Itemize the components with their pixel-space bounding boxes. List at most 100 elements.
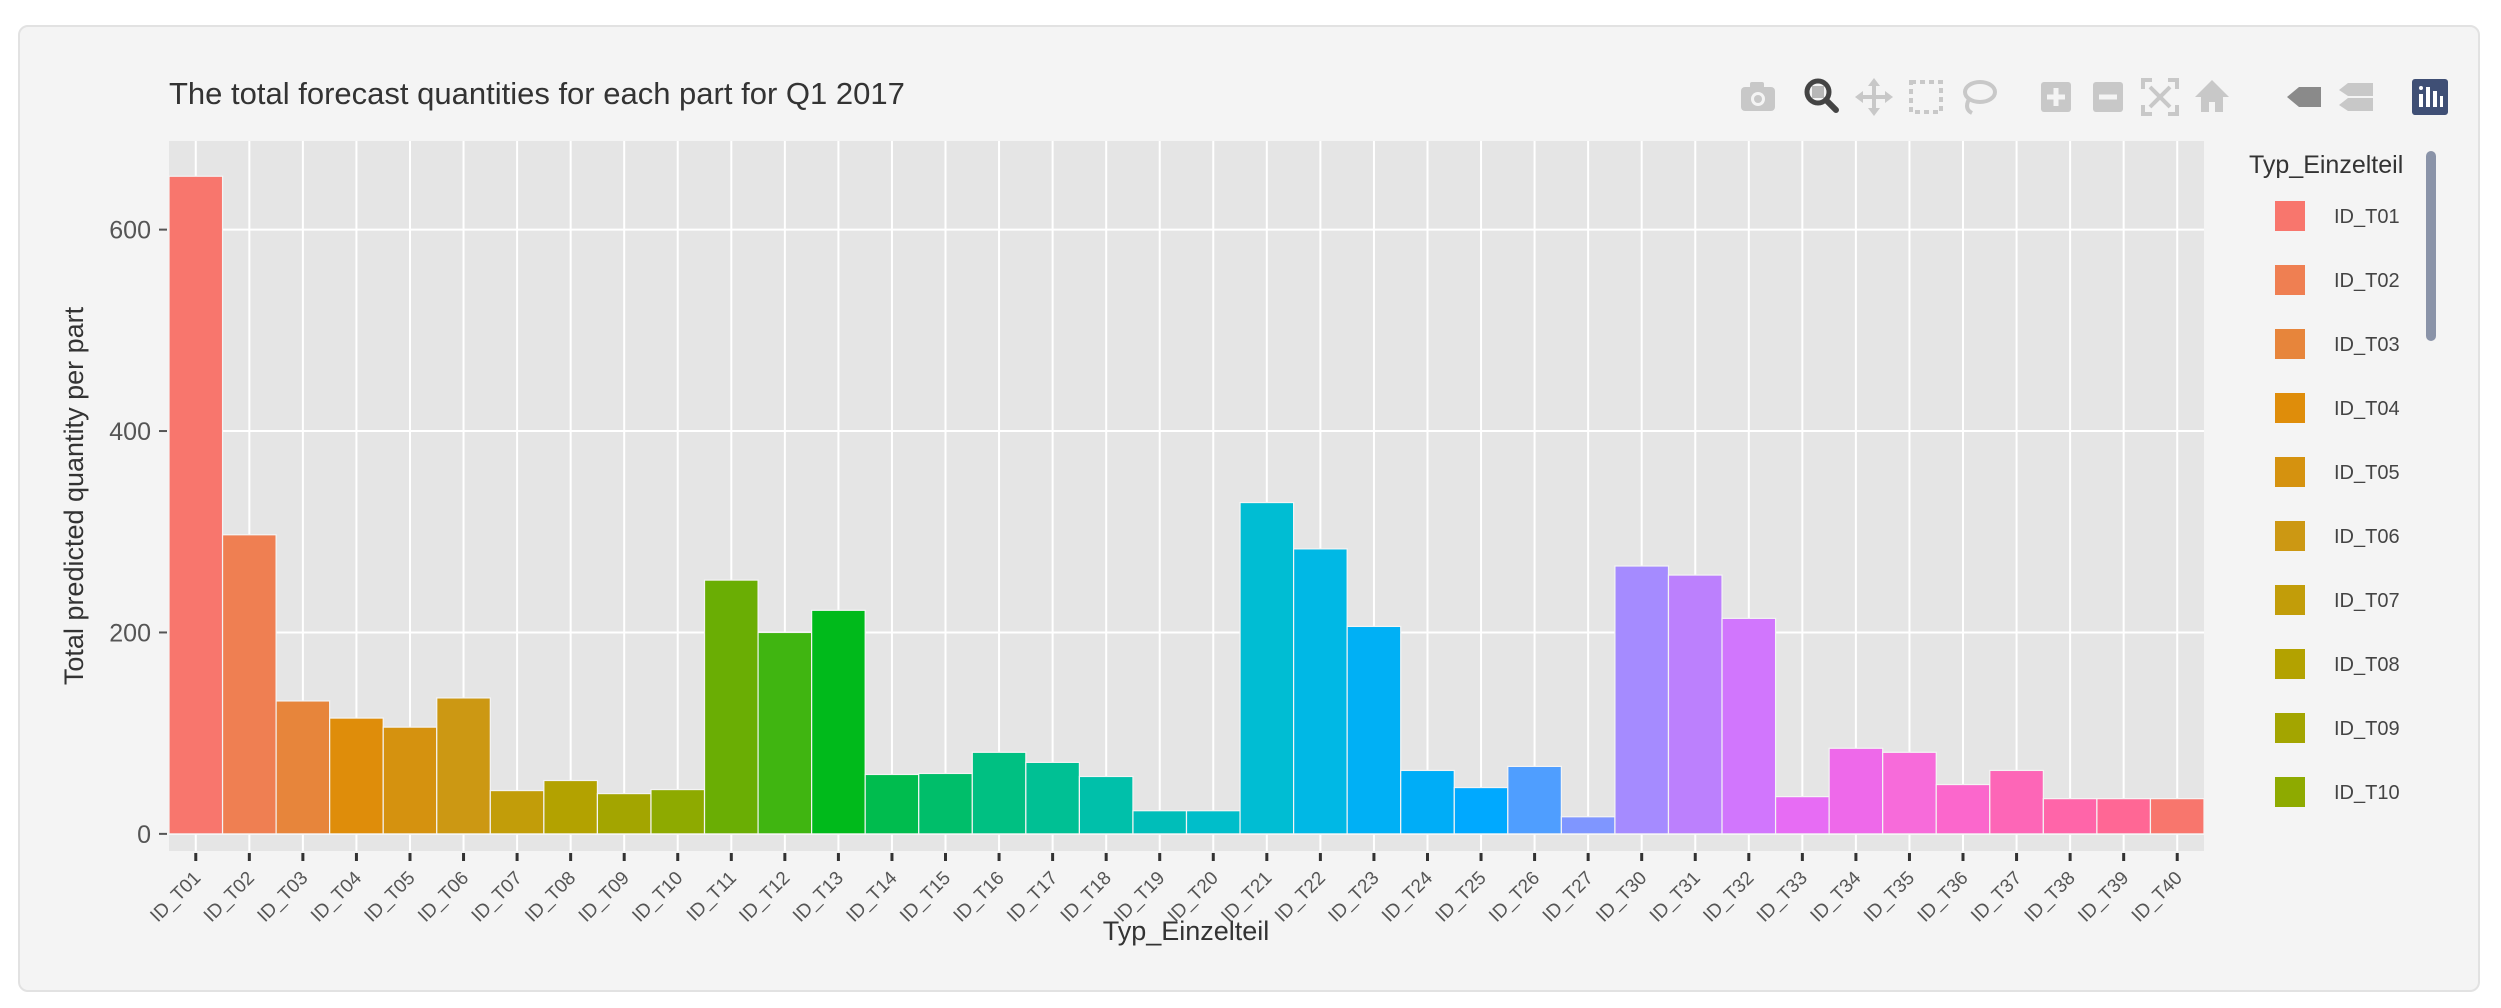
bar-ID_T35[interactable] [1882, 751, 1937, 835]
bar-ID_T20[interactable] [1185, 810, 1241, 835]
x-axis-title: Typ_Einzelteil [1103, 916, 1270, 946]
camera-icon[interactable] [1741, 82, 1775, 111]
bar-ID_T25[interactable] [1453, 786, 1509, 835]
bar-ID_T27[interactable] [1560, 816, 1616, 835]
x-tick-label: ID_T22 [1271, 868, 1330, 927]
bar-ID_T39[interactable] [2096, 798, 2152, 835]
x-tick-label: ID_T26 [1485, 868, 1544, 927]
bar-ID_T10[interactable] [650, 788, 706, 835]
legend-item-ID_T04[interactable]: ID_T04 [2275, 393, 2400, 423]
y-tick-label: 200 [109, 619, 151, 647]
x-tick-label: ID_T04 [307, 867, 366, 926]
legend-label: ID_T03 [2334, 334, 2400, 356]
legend-label: ID_T10 [2334, 782, 2400, 804]
legend-label: ID_T04 [2334, 398, 2400, 420]
legend-item-ID_T03[interactable]: ID_T03 [2275, 329, 2400, 359]
x-tick-label: ID_T15 [896, 868, 955, 927]
legend-item-ID_T02[interactable]: ID_T02 [2275, 265, 2400, 295]
bar-ID_T38[interactable] [2042, 798, 2098, 835]
x-tick-label: ID_T13 [789, 868, 848, 927]
bar-ID_T08[interactable] [543, 779, 599, 835]
legend-item-ID_T07[interactable]: ID_T07 [2275, 585, 2400, 615]
bar-ID_T13[interactable] [811, 609, 866, 835]
x-tick-label: ID_T33 [1753, 868, 1812, 927]
bar-ID_T31[interactable] [1667, 574, 1723, 835]
legend-label: ID_T01 [2334, 206, 2400, 228]
bar-ID_T05[interactable] [382, 726, 438, 835]
legend-item-ID_T10[interactable]: ID_T10 [2275, 777, 2400, 807]
bar-ID_T24[interactable] [1400, 769, 1455, 835]
bar-ID_T26[interactable] [1507, 765, 1562, 835]
x-tick-label: ID_T12 [735, 868, 794, 927]
bar-ID_T04[interactable] [329, 717, 384, 835]
plotly-logo-icon[interactable] [2412, 79, 2448, 115]
plot-panel[interactable] [169, 141, 2204, 851]
x-tick-label: ID_T24 [1378, 867, 1437, 926]
x-tick-label: ID_T23 [1325, 868, 1384, 927]
x-tick-label: ID_T10 [628, 868, 687, 927]
zoom-icon[interactable] [1804, 78, 1839, 113]
bar-ID_T15[interactable] [918, 772, 973, 835]
y-axis-title: Total predicted quantity per part [59, 306, 89, 685]
legend-item-ID_T06[interactable]: ID_T06 [2275, 521, 2400, 551]
bar-ID_T33[interactable] [1774, 796, 1830, 835]
bar-ID_T03[interactable] [275, 700, 331, 835]
bar-ID_T07[interactable] [489, 789, 545, 835]
legend-item-ID_T01[interactable]: ID_T01 [2275, 201, 2400, 231]
x-tick-label: ID_T38 [2021, 868, 2080, 927]
x-tick-label: ID_T11 [683, 868, 741, 926]
bar-ID_T30[interactable] [1614, 565, 1670, 835]
autoscale-icon[interactable] [2141, 78, 2179, 116]
bar-ID_T36[interactable] [1935, 783, 1991, 835]
pan-icon[interactable] [1855, 78, 1893, 116]
bar-ID_T14[interactable] [864, 773, 920, 835]
x-tick-label: ID_T05 [361, 868, 420, 927]
legend-label: ID_T08 [2334, 654, 2400, 676]
bar-ID_T37[interactable] [1989, 769, 2044, 835]
bar-ID_T02[interactable] [221, 534, 277, 835]
bar-ID_T17[interactable] [1025, 761, 1080, 835]
legend-item-ID_T09[interactable]: ID_T09 [2275, 713, 2400, 743]
x-tick-label: ID_T39 [2074, 868, 2133, 927]
legend-swatch [2275, 393, 2305, 423]
zoom-in-icon[interactable] [2041, 82, 2071, 112]
bar-ID_T34[interactable] [1828, 747, 1884, 835]
chart-card: 0 200 400 600 ID_T01 ID_T02 ID_T03 ID_T04 ID_T0… [18, 25, 2480, 992]
bar-ID_T01[interactable] [168, 175, 224, 835]
bar-ID_T19[interactable] [1132, 810, 1188, 835]
x-tick-label: ID_T14 [843, 867, 902, 926]
y-tick-label: 400 [109, 418, 151, 446]
modebar [1741, 78, 2448, 116]
box-select-icon[interactable] [1909, 80, 1943, 114]
x-tick-label: ID_T08 [521, 868, 580, 927]
zoom-out-icon[interactable] [2093, 82, 2123, 112]
y-tick-label: 0 [137, 821, 151, 849]
legend-scrollbar[interactable] [2426, 151, 2436, 341]
legend-swatch [2275, 649, 2305, 679]
legend-label: ID_T06 [2334, 526, 2400, 548]
bar-ID_T06[interactable] [436, 697, 491, 835]
reset-axes-icon[interactable] [2195, 80, 2229, 112]
x-tick-label: ID_T36 [1914, 868, 1973, 927]
lasso-icon[interactable] [1963, 80, 1997, 115]
bar-ID_T18[interactable] [1078, 775, 1134, 835]
bar-ID_T32[interactable] [1721, 617, 1777, 835]
bar-ID_T23[interactable] [1346, 625, 1402, 835]
x-tick-label: ID_T35 [1860, 868, 1919, 927]
bar-ID_T16[interactable] [971, 751, 1027, 835]
bar-ID_T21[interactable] [1239, 501, 1295, 835]
bar-ID_T11[interactable] [703, 579, 759, 835]
hover-closest-icon[interactable] [2287, 87, 2321, 107]
legend-item-ID_T05[interactable]: ID_T05 [2275, 457, 2400, 487]
legend-swatch [2275, 521, 2305, 551]
bar-ID_T40[interactable] [2149, 798, 2205, 835]
legend-swatch [2275, 585, 2305, 615]
legend-swatch [2275, 713, 2305, 743]
legend-label: ID_T05 [2334, 462, 2400, 484]
bar-ID_T09[interactable] [596, 792, 652, 835]
legend-item-ID_T08[interactable]: ID_T08 [2275, 649, 2400, 679]
bar-ID_T12[interactable] [757, 631, 813, 835]
x-tick-label: ID_T32 [1699, 868, 1758, 927]
hover-compare-icon[interactable] [2339, 83, 2373, 111]
bar-ID_T22[interactable] [1293, 548, 1348, 835]
